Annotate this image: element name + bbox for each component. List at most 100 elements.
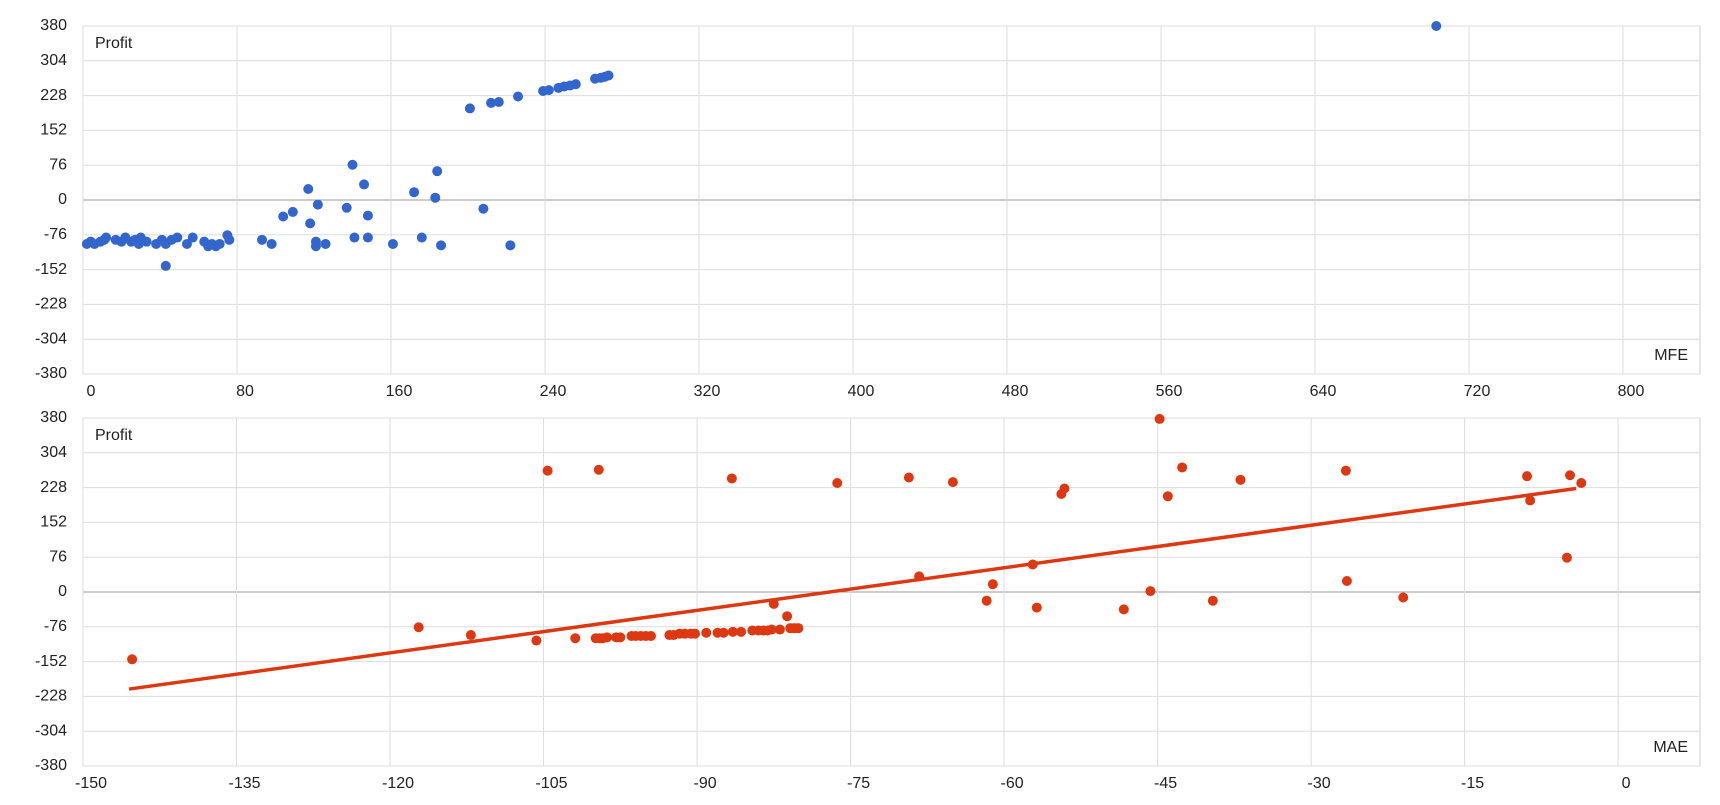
- y-tick-label: -152: [35, 261, 67, 278]
- point: [465, 630, 476, 641]
- x-tick-label: -105: [536, 775, 568, 792]
- point: [1522, 471, 1533, 482]
- point: [349, 232, 360, 243]
- x-tick-label: -150: [75, 775, 107, 792]
- point: [987, 579, 998, 590]
- x-tick-label: -60: [1001, 775, 1024, 792]
- point: [160, 260, 171, 271]
- point: [1177, 462, 1188, 473]
- point: [701, 627, 712, 638]
- point: [1162, 491, 1173, 502]
- y-axis-title: Profit: [95, 35, 133, 52]
- point: [464, 103, 475, 114]
- point: [601, 632, 612, 643]
- x-tick-label: -15: [1461, 775, 1484, 792]
- point: [187, 232, 198, 243]
- y-axis-title: Profit: [95, 427, 133, 444]
- trendline: [128, 486, 1577, 691]
- point: [727, 626, 738, 637]
- x-axis-title: MFE: [1654, 347, 1688, 364]
- point: [416, 232, 427, 243]
- x-tick-label: -135: [228, 775, 260, 792]
- x-tick-label: 800: [1618, 383, 1645, 400]
- y-tick-label: -304: [35, 722, 67, 739]
- point: [570, 633, 581, 644]
- point: [172, 232, 183, 243]
- y-tick-label: 380: [40, 17, 67, 34]
- point: [1235, 474, 1246, 485]
- point: [1525, 495, 1536, 506]
- point: [1154, 413, 1165, 424]
- point: [1118, 604, 1129, 615]
- point: [543, 85, 554, 96]
- point: [1207, 595, 1218, 606]
- point: [478, 203, 489, 214]
- point: [793, 623, 804, 634]
- point: [736, 626, 747, 637]
- y-tick-label: 76: [49, 548, 67, 565]
- point: [1576, 478, 1587, 489]
- x-axis-title: MAE: [1653, 739, 1688, 756]
- x-tick-label: 320: [694, 383, 721, 400]
- point: [1145, 586, 1156, 597]
- x-tick-label: 240: [540, 383, 567, 400]
- x-tick-label: 400: [848, 383, 875, 400]
- point: [766, 624, 777, 635]
- point: [278, 211, 289, 222]
- point: [347, 159, 358, 170]
- point: [320, 238, 331, 249]
- point: [359, 179, 370, 190]
- x-tick-label: 480: [1002, 383, 1029, 400]
- x-tick-label: 0: [87, 383, 96, 400]
- y-tick-label: 0: [58, 191, 67, 208]
- point: [310, 236, 321, 247]
- point: [214, 238, 225, 249]
- point: [1031, 602, 1042, 613]
- point: [141, 236, 152, 247]
- x-tick-label: -75: [847, 775, 870, 792]
- point: [645, 630, 656, 641]
- point: [436, 240, 447, 251]
- point: [615, 632, 626, 643]
- x-tick-label: 640: [1310, 383, 1337, 400]
- point: [486, 97, 497, 108]
- point: [1565, 470, 1576, 481]
- y-tick-label: 304: [40, 444, 67, 461]
- point: [387, 238, 398, 249]
- y-tick-label: -304: [35, 330, 67, 347]
- point: [981, 595, 992, 606]
- x-tick-label: 560: [1156, 383, 1183, 400]
- x-tick-label: 0: [1622, 775, 1631, 792]
- point: [774, 624, 785, 635]
- point: [903, 472, 914, 483]
- y-tick-label: -228: [35, 296, 67, 313]
- point: [224, 234, 235, 245]
- point: [1561, 552, 1572, 563]
- point: [690, 628, 701, 639]
- point: [542, 465, 553, 476]
- y-tick-label: 228: [40, 87, 67, 104]
- y-tick-label: -380: [35, 365, 67, 382]
- x-tick-label: -120: [382, 775, 414, 792]
- point: [718, 627, 729, 638]
- point: [832, 478, 843, 489]
- point: [432, 166, 443, 177]
- y-tick-label: 304: [40, 52, 67, 69]
- point: [430, 192, 441, 203]
- point: [782, 611, 793, 622]
- y-tick-label: -76: [44, 226, 67, 243]
- x-tick-label: 720: [1464, 383, 1491, 400]
- point: [726, 473, 737, 484]
- y-tick-label: -380: [35, 757, 67, 774]
- point: [513, 91, 524, 102]
- x-tick-label: -45: [1154, 775, 1177, 792]
- y-tick-label: 380: [40, 409, 67, 426]
- point: [1340, 465, 1351, 476]
- point: [312, 199, 323, 210]
- point: [181, 238, 192, 249]
- point: [127, 654, 138, 665]
- y-tick-label: 0: [58, 583, 67, 600]
- point: [257, 234, 268, 245]
- point: [1341, 576, 1352, 587]
